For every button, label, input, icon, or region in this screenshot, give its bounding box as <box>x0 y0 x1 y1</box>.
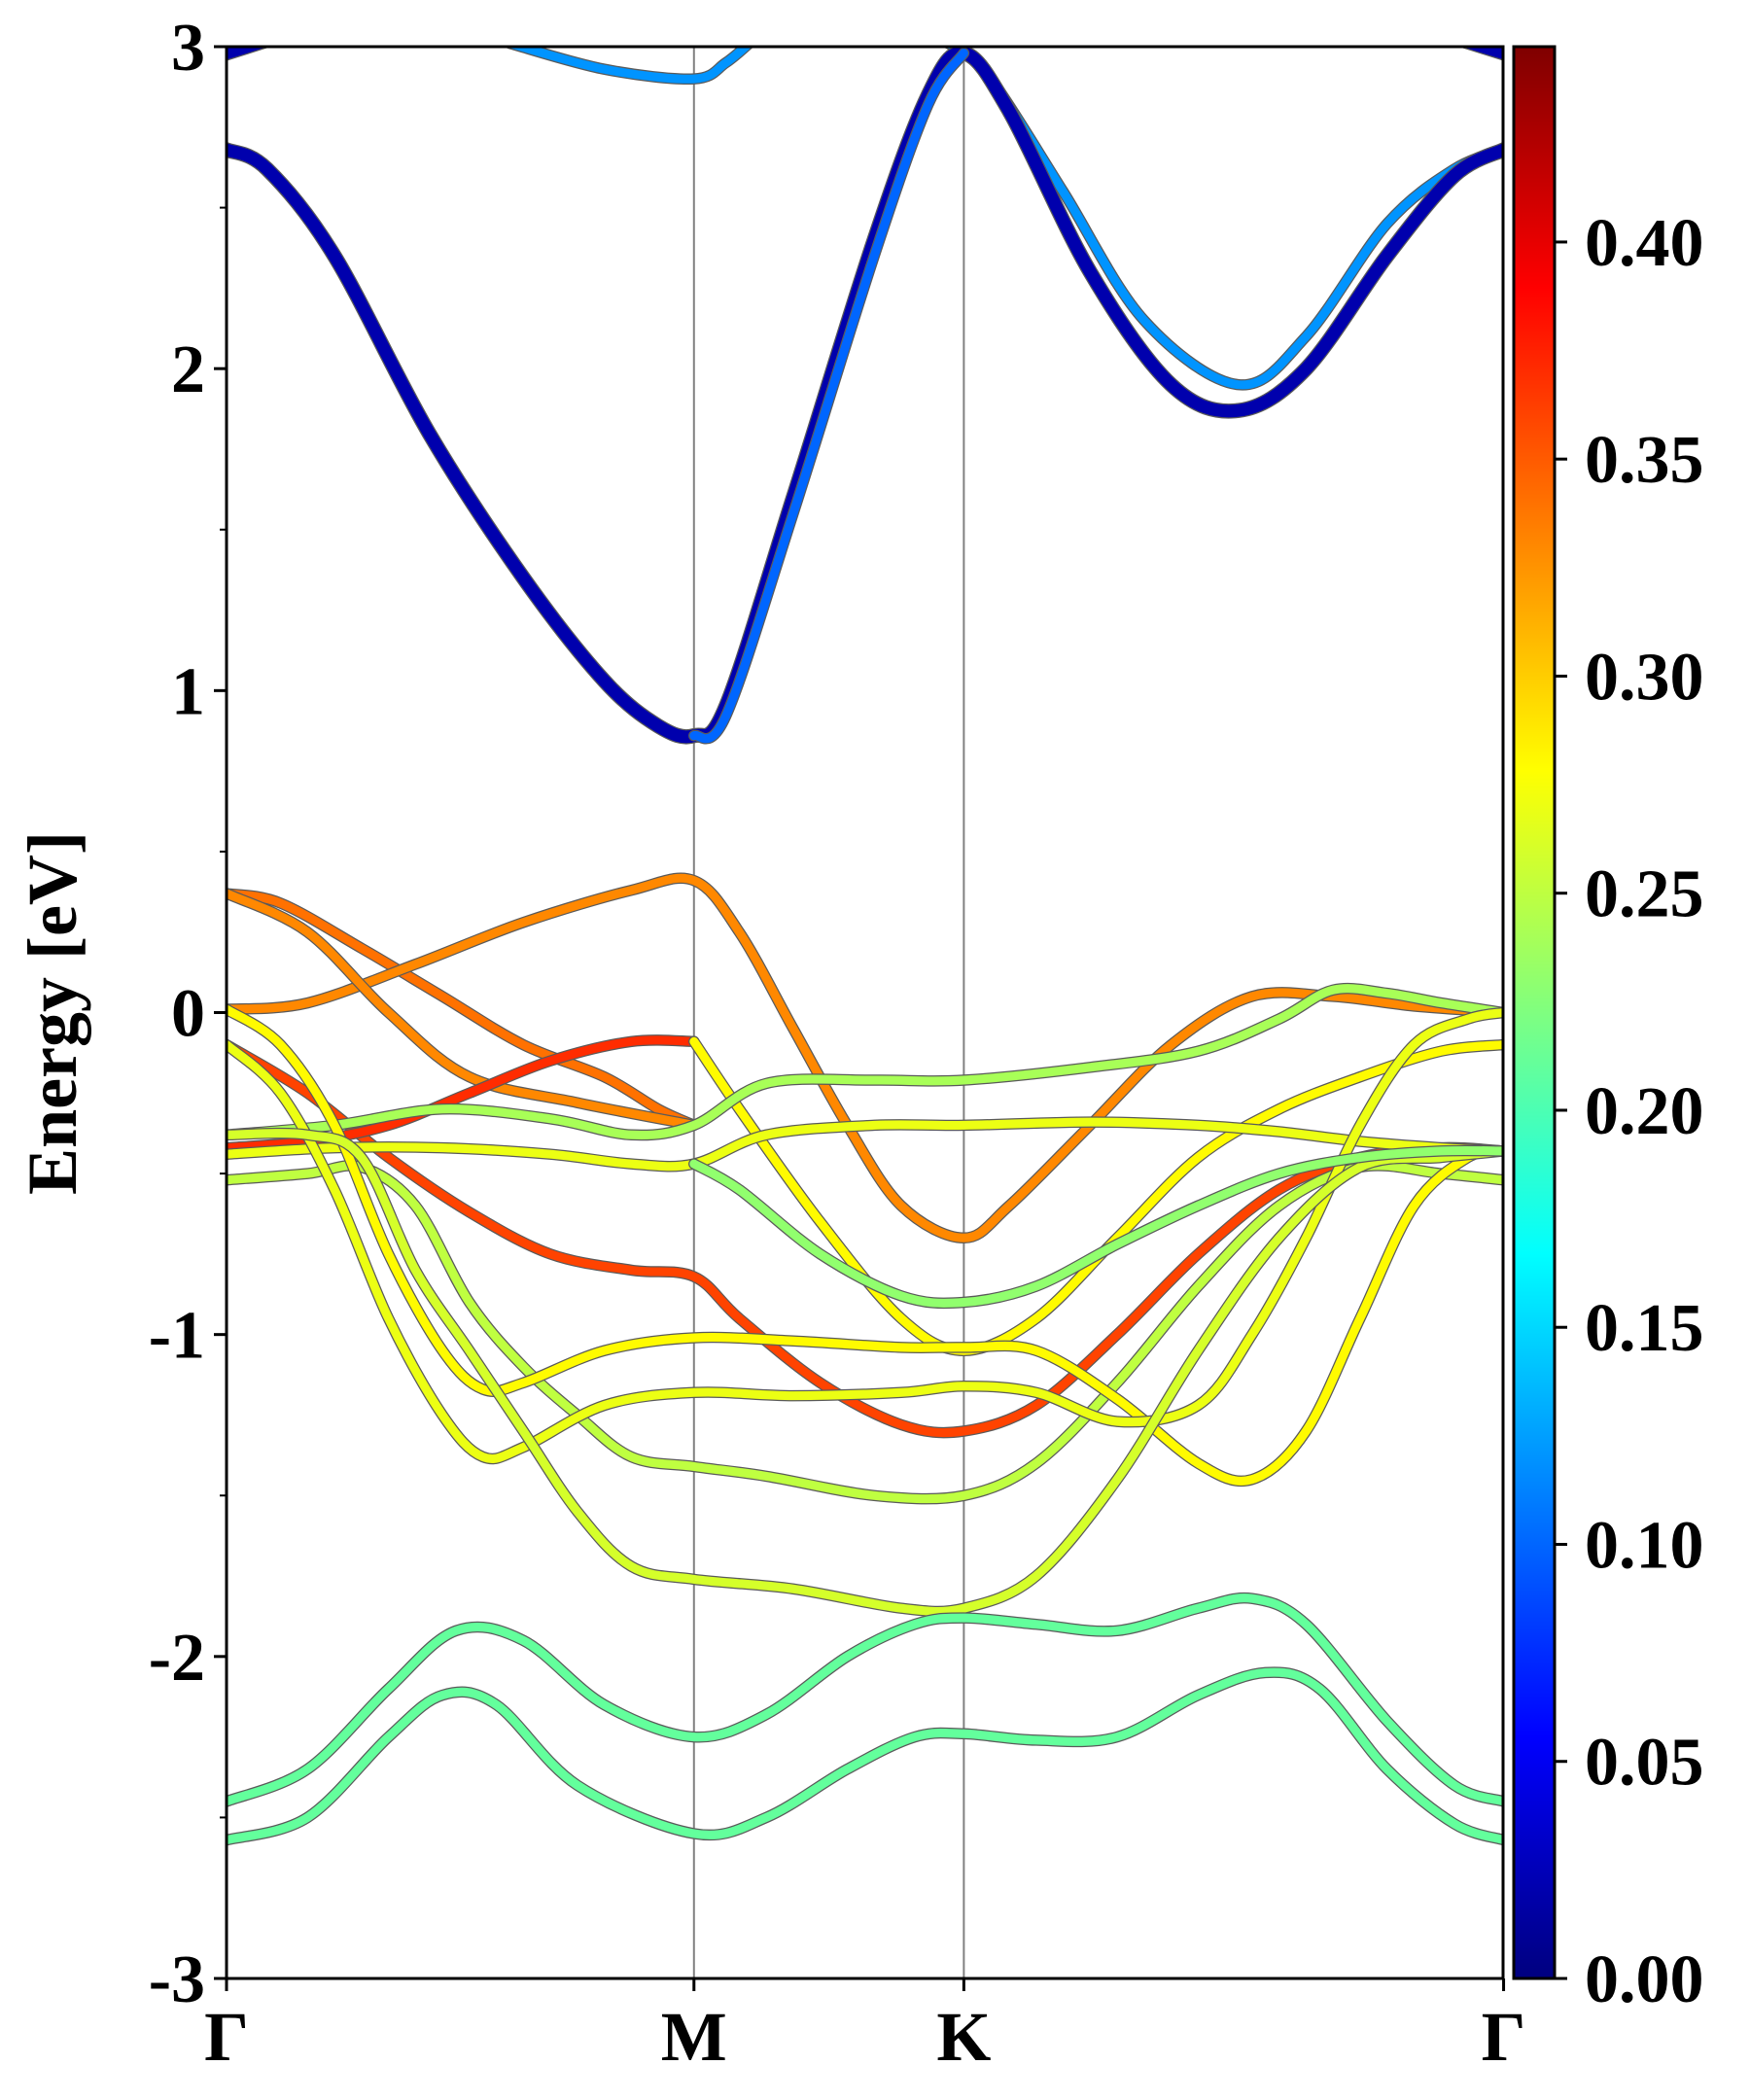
colorbar-tick-label: 0.30 <box>1585 640 1704 715</box>
x-tick-label: K <box>936 1998 991 2076</box>
colorbar-tick-label: 0.10 <box>1585 1508 1704 1583</box>
colorbar-tick-label: 0.35 <box>1585 423 1704 498</box>
plot-area: 3 2 1 0 -1 -2 -3 Γ M K Γ Energy [eV] <box>14 11 1525 2076</box>
band-line-2 <box>507 47 752 84</box>
band-line-17 <box>227 1129 1503 1617</box>
band-line-5 <box>689 49 968 744</box>
colorbar-tick-label: 0.20 <box>1585 1074 1704 1149</box>
y-tick-label: 3 <box>171 11 205 86</box>
y-tick-label: 0 <box>171 977 205 1052</box>
band-line-14 <box>227 1161 1503 1504</box>
band-line-15 <box>227 1004 1503 1486</box>
colorbar-tick-label: 0.40 <box>1585 206 1704 281</box>
band-line-19 <box>227 1593 1503 1806</box>
band-line-13 <box>227 1117 1503 1172</box>
y-tick-label: -1 <box>149 1299 205 1374</box>
y-tick-label: -2 <box>149 1621 205 1696</box>
colorbar-tick-label: 0.15 <box>1585 1291 1704 1366</box>
band-line-11 <box>689 1036 1503 1355</box>
colorbar-ticks: 0.00 0.05 0.10 0.15 0.20 0.25 0.30 0.35 0.40 <box>1555 206 1704 2017</box>
colorbar: 0.00 0.05 0.10 0.15 0.20 0.25 0.30 0.35 0.40 <box>1512 45 1704 2017</box>
y-tick-label: 2 <box>171 332 205 407</box>
x-tick-label: Γ <box>204 1998 249 2076</box>
band-line-0 <box>227 47 268 60</box>
y-tick-label: 1 <box>171 654 205 729</box>
colorbar-tick-label: 0.00 <box>1585 1942 1704 2017</box>
band-outline-4 <box>227 47 1503 745</box>
y-axis-label: Energy [eV] <box>14 831 91 1195</box>
band-line-4 <box>227 47 1503 744</box>
high-symmetry-lines <box>692 47 965 1978</box>
band-line-12 <box>227 984 1503 1140</box>
y-axis: 3 2 1 0 -1 -2 -3 <box>149 11 227 2017</box>
band-line-1 <box>1461 47 1503 60</box>
colorbar-gradient <box>1512 45 1557 1980</box>
y-tick-label: -3 <box>149 1942 205 2017</box>
band-line-6 <box>227 889 699 1130</box>
band-line-16 <box>227 1008 1503 1463</box>
x-tick-label: Γ <box>1482 1998 1526 2076</box>
band-line-18 <box>689 1145 1503 1308</box>
x-tick-label: M <box>661 1998 727 2076</box>
colorbar-tick-label: 0.25 <box>1585 858 1704 932</box>
colorbar-tick-label: 0.05 <box>1585 1726 1704 1801</box>
band-line-9 <box>227 1040 1503 1438</box>
band-lines <box>227 47 1503 1846</box>
band-line-8 <box>227 889 699 1130</box>
band-line-7 <box>227 873 1503 1242</box>
band-line-20 <box>227 1667 1503 1845</box>
